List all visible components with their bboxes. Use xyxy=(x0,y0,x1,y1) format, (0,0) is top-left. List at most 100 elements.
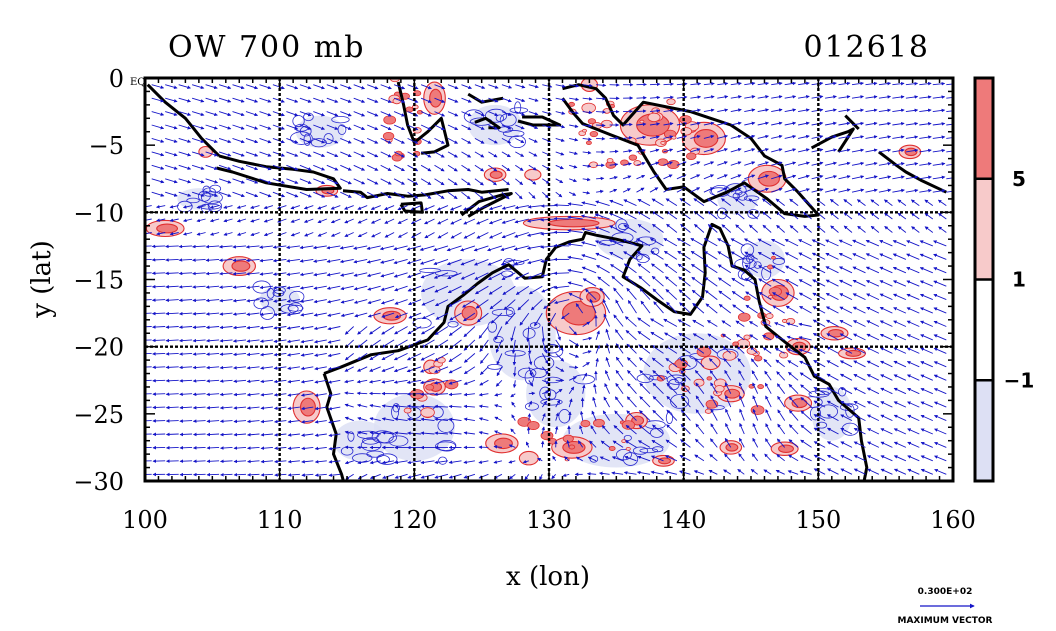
wind-vector xyxy=(540,440,545,448)
wind-vector xyxy=(151,151,165,157)
wind-vector xyxy=(165,271,179,276)
wind-vector xyxy=(259,299,273,303)
wind-vector xyxy=(219,285,233,289)
wind-vector xyxy=(272,164,285,171)
wind-vector xyxy=(178,97,191,103)
wind-vector xyxy=(246,285,260,290)
positive-ow-contour xyxy=(625,411,648,430)
negative-ow-contour xyxy=(810,406,821,421)
positive-ow-speckle xyxy=(608,445,616,451)
y-tick-label: −5 xyxy=(89,132,124,160)
strong-positive-ow-region xyxy=(494,438,513,449)
wind-vector xyxy=(192,405,206,410)
wind-vector xyxy=(178,285,193,289)
wind-vector xyxy=(205,164,218,170)
wind-vector xyxy=(259,137,272,144)
wind-vector xyxy=(246,298,260,303)
strong-positive-ow-region xyxy=(300,398,316,416)
positive-ow-contour xyxy=(770,441,799,457)
wind-vector xyxy=(151,298,166,302)
wind-vector xyxy=(192,352,206,356)
wind-vector xyxy=(156,231,166,236)
coastline xyxy=(460,192,513,218)
positive-ow-speckle xyxy=(767,295,773,299)
wind-vector xyxy=(206,365,220,370)
wind-vector xyxy=(245,245,260,249)
wind-vector xyxy=(218,191,232,198)
wind-vector xyxy=(246,272,260,276)
wind-vector xyxy=(205,298,220,303)
wind-vector xyxy=(259,245,273,249)
strong-positive-ow-region xyxy=(778,445,794,453)
wind-vector xyxy=(219,325,233,330)
wind-vector xyxy=(191,84,205,90)
wind-vector xyxy=(192,285,206,289)
negative-ow-contour xyxy=(437,418,455,433)
x-tick-label: 110 xyxy=(257,506,303,534)
colorbar-level-label: −1 xyxy=(1004,368,1035,392)
wind-vector xyxy=(192,432,206,437)
corner-label-eq: EQ xyxy=(130,77,146,88)
wind-vector xyxy=(169,231,179,236)
wind-vector xyxy=(233,472,247,477)
wind-vector xyxy=(178,124,192,130)
wind-vector xyxy=(636,96,647,100)
wind-vector xyxy=(192,271,206,276)
negative-ow-contour xyxy=(360,438,382,452)
strong-positive-ow-region xyxy=(462,306,477,320)
negative-ow-contour xyxy=(253,297,269,310)
negative-ow-contour xyxy=(740,243,755,257)
positive-ow-speckle xyxy=(444,379,459,390)
wind-vector xyxy=(218,178,232,184)
y-tick-label: −30 xyxy=(73,468,124,496)
positive-ow-contour xyxy=(373,307,407,325)
wind-vector xyxy=(232,258,247,263)
wind-vector xyxy=(219,365,233,370)
wind-vector xyxy=(246,406,260,410)
wind-vector xyxy=(247,446,260,450)
positive-ow-contour xyxy=(222,256,256,277)
wind-vector xyxy=(246,392,260,397)
negative-ow-contour xyxy=(272,289,285,297)
wind-vector xyxy=(259,151,272,157)
x-tick-label: 140 xyxy=(661,506,707,534)
wind-vector xyxy=(596,176,605,181)
wind-vector xyxy=(247,473,260,477)
positive-ow-contour xyxy=(658,457,672,465)
wind-vector xyxy=(219,379,233,383)
wind-vector xyxy=(183,218,193,223)
wind-vector xyxy=(192,338,206,343)
wind-vector xyxy=(206,472,220,477)
wind-vector xyxy=(165,124,178,130)
positive-ow-speckle xyxy=(587,118,597,125)
wind-vector xyxy=(192,419,206,423)
wind-vector xyxy=(220,472,233,477)
negative-ow-contour xyxy=(816,421,828,429)
wind-vector xyxy=(232,325,247,330)
negative-ow-contour xyxy=(463,109,485,124)
positive-ow-contour xyxy=(461,305,478,321)
positive-ow-speckle xyxy=(436,356,446,364)
positive-ow-contour xyxy=(156,223,179,234)
wind-vector xyxy=(245,191,259,198)
positive-ow-speckle xyxy=(743,295,751,301)
wind-vector xyxy=(245,258,260,263)
positive-ow-speckle xyxy=(382,131,395,141)
wind-vector xyxy=(247,459,260,464)
plot-area xyxy=(143,76,955,483)
wind-vector xyxy=(178,271,193,276)
wind-vector xyxy=(151,284,166,289)
wind-vector xyxy=(263,232,274,237)
wind-vector xyxy=(192,365,206,370)
positive-ow-speckle xyxy=(660,140,666,145)
wind-vector xyxy=(218,111,232,117)
negative-ow-contour xyxy=(615,448,632,461)
chart-title-right: 012618 xyxy=(803,30,930,65)
strong-positive-ow-region xyxy=(725,443,738,452)
wind-vector xyxy=(233,365,247,370)
positive-ow-speckle xyxy=(685,152,697,161)
wind-vector xyxy=(232,312,247,316)
positive-ow-speckle xyxy=(420,407,435,418)
wind-vector xyxy=(205,97,218,103)
negative-ow-contour xyxy=(772,257,786,265)
